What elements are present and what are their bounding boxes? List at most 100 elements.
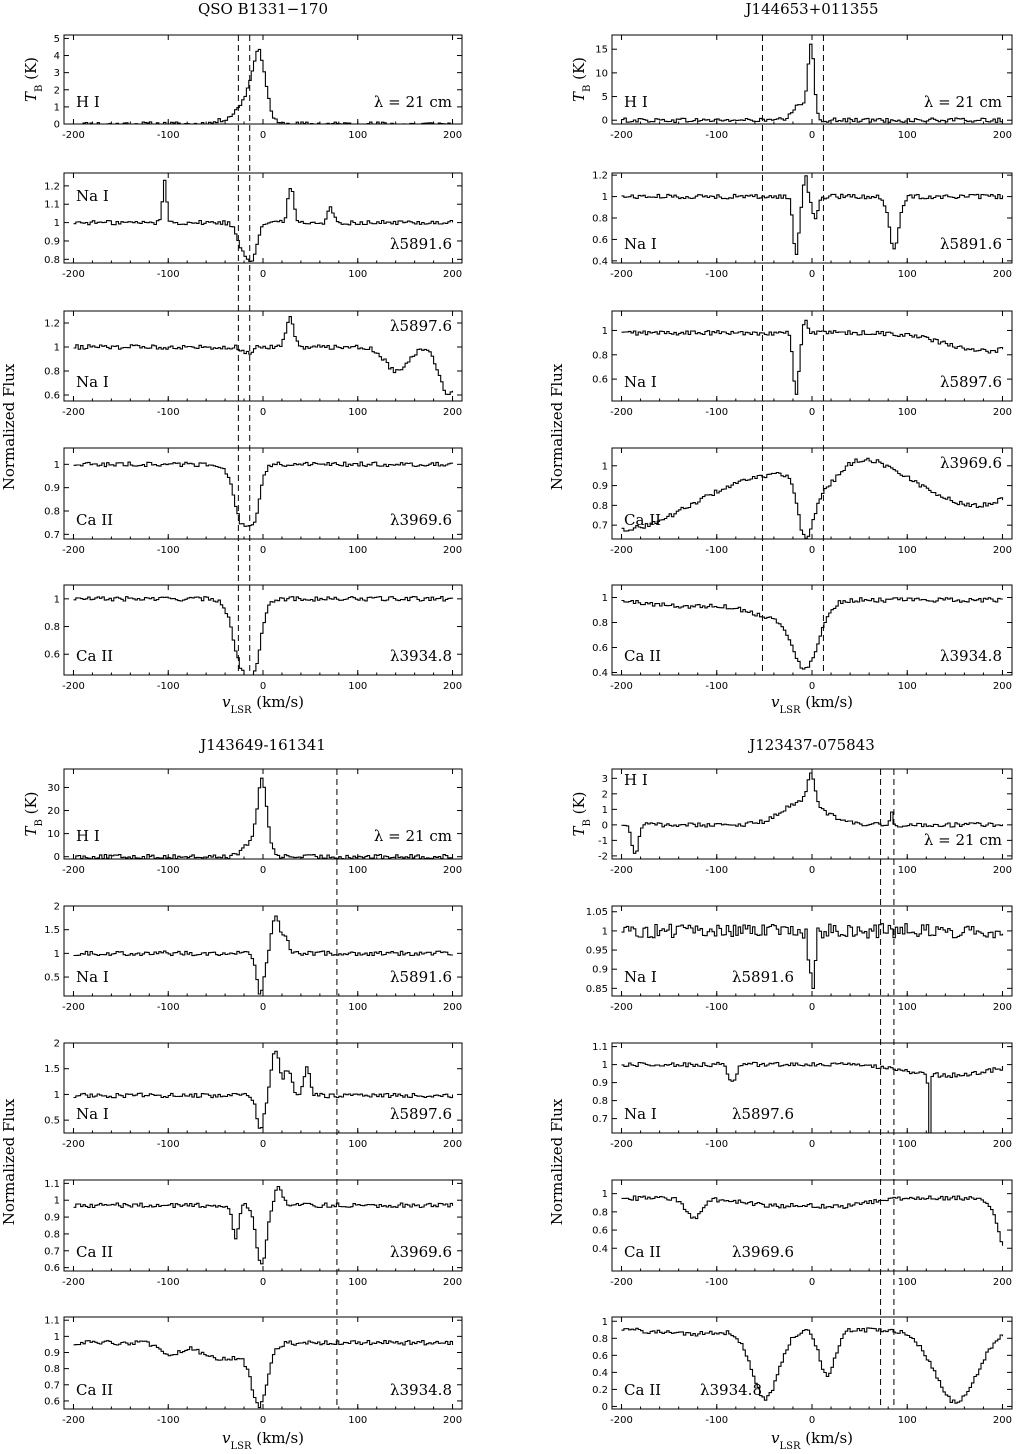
y-tick-label: 0.8 xyxy=(44,507,60,518)
x-axis-label: vLSR (km/s) xyxy=(222,693,304,716)
y-tick-label: 30 xyxy=(47,783,60,794)
x-tick-label: 100 xyxy=(898,130,917,141)
species-label: Na I xyxy=(76,187,109,205)
y-tick-label: 0.8 xyxy=(592,501,608,512)
spectrum-series xyxy=(73,596,454,676)
x-tick-label: 200 xyxy=(443,1277,462,1288)
x-tick-label: -100 xyxy=(157,545,180,556)
x-tick-label: 100 xyxy=(348,1277,367,1288)
x-tick-label: 0 xyxy=(260,130,266,141)
y-tick-label: 0 xyxy=(602,116,608,127)
x-axis-label: vLSR (km/s) xyxy=(771,693,853,716)
species-label: Na I xyxy=(624,235,657,253)
x-tick-label: -100 xyxy=(157,407,180,418)
x-tick-label: 100 xyxy=(348,865,367,876)
y-tick-label: 0.6 xyxy=(44,1396,60,1407)
species-label: Na I xyxy=(624,373,657,391)
y-tick-label: 0 xyxy=(54,852,60,863)
x-tick-label: 100 xyxy=(348,681,367,692)
y-tick-label: 0.8 xyxy=(592,214,608,225)
y-axis-label: Normalized Flux xyxy=(0,363,18,490)
line-label: λ5897.6 xyxy=(940,373,1002,391)
spectrum-series xyxy=(621,1327,1004,1404)
x-tick-label: -200 xyxy=(610,407,633,418)
y-tick-label: 20 xyxy=(47,806,60,817)
chart-title: J143649-161341 xyxy=(198,736,326,754)
x-tick-label: 0 xyxy=(809,545,815,556)
y-tick-label: 0.8 xyxy=(592,618,608,629)
x-tick-label: 0 xyxy=(809,1277,815,1288)
x-tick-label: 200 xyxy=(443,865,462,876)
spectrum-series xyxy=(73,316,454,395)
panel-3: -200 -100 0 100 200 0.4 0.6 0.8 1 Ca II λ3969.6 xyxy=(592,1179,1013,1288)
species-label: H I xyxy=(76,827,100,845)
y-tick-label: 1.2 xyxy=(44,319,60,330)
y-tick-label: 0.8 xyxy=(592,1334,608,1345)
chart-2: J143649-161341 vLSR (km/s) Normalized Flux… xyxy=(0,736,463,1452)
y-tick-label: 0.7 xyxy=(592,1114,608,1125)
y-axis-label: Normalized Flux xyxy=(0,1098,18,1225)
y-tick-label: 0.6 xyxy=(592,1226,608,1237)
y-tick-label: 0.9 xyxy=(592,481,608,492)
spectrum-series xyxy=(621,43,1004,123)
y-tick-label: 0 xyxy=(602,820,608,831)
y-tick-label: 2 xyxy=(54,85,60,96)
y-tick-label: 0.9 xyxy=(44,236,60,247)
x-tick-label: 0 xyxy=(809,865,815,876)
y-tick-label: 1 xyxy=(602,593,608,604)
y-tick-label: 0.6 xyxy=(592,1351,608,1362)
x-tick-label: 0 xyxy=(809,1139,815,1150)
x-tick-label: 200 xyxy=(993,865,1012,876)
y-tick-label: 1 xyxy=(602,1189,608,1200)
y-tick-label: 0.8 xyxy=(592,1096,608,1107)
panel-3: -200 -100 0 100 200 0.7 0.8 0.9 1 Ca II λ3969.6 xyxy=(44,447,463,556)
x-tick-label: -100 xyxy=(705,865,728,876)
panel-2: -200 -100 0 100 200 0.6 0.8 1 Na I λ5897.6 xyxy=(592,310,1013,418)
x-tick-label: -100 xyxy=(157,1277,180,1288)
spectrum-series xyxy=(73,1340,454,1409)
species-label: Ca II xyxy=(76,1381,113,1399)
x-tick-label: 100 xyxy=(898,865,917,876)
y-tick-label: 0.7 xyxy=(592,521,608,532)
spectrum-series xyxy=(621,457,1004,539)
y-tick-label: 4 xyxy=(54,51,60,62)
x-tick-label: -100 xyxy=(157,130,180,141)
x-tick-label: 100 xyxy=(898,407,917,418)
panel-frame xyxy=(611,1316,1013,1410)
line-label: λ3969.6 xyxy=(390,1243,452,1261)
x-tick-label: -100 xyxy=(705,130,728,141)
x-tick-label: -100 xyxy=(705,1002,728,1013)
x-axis-label: vLSR (km/s) xyxy=(771,1429,853,1450)
y-tick-label: 0.6 xyxy=(44,1263,60,1274)
chart-title: QSO B1331−170 xyxy=(198,0,328,18)
y-tick-label: 2 xyxy=(54,902,60,913)
species-label: Ca II xyxy=(76,647,113,665)
line-label: λ = 21 cm xyxy=(924,93,1002,111)
x-tick-label: -200 xyxy=(610,1415,633,1426)
y-tick-label: 1 xyxy=(54,1090,60,1101)
y-tick-label: 1 xyxy=(54,218,60,229)
y-tick-label: 1.2 xyxy=(44,181,60,192)
x-tick-label: 0 xyxy=(260,1277,266,1288)
x-tick-label: -200 xyxy=(610,269,633,280)
y-tick-label: 3 xyxy=(602,774,608,785)
x-tick-label: 100 xyxy=(348,1415,367,1426)
panel-1: -200 -100 0 100 200 0.4 0.6 0.8 1 1.2 Na I λ5891.6 xyxy=(592,171,1013,280)
y-tick-label: 0 xyxy=(602,1402,608,1413)
panel-3: -200 -100 0 100 200 0.6 0.7 0.8 0.9 1 1.1 Ca II λ396… xyxy=(44,1179,463,1288)
panel-frame xyxy=(611,1042,1013,1134)
species-label: H I xyxy=(624,93,648,111)
line-label: λ = 21 cm xyxy=(374,827,452,845)
species-label: Na I xyxy=(76,373,109,391)
line-label: λ5891.6 xyxy=(390,968,452,986)
line-label: λ5891.6 xyxy=(940,235,1002,253)
x-tick-label: 100 xyxy=(898,269,917,280)
x-axis-label: vLSR (km/s) xyxy=(222,1429,304,1450)
panel-4: -200 -100 0 100 200 0.6 0.7 0.8 0.9 1 1.1 Ca II λ393… xyxy=(44,1316,463,1426)
x-tick-label: 200 xyxy=(993,545,1012,556)
y-tick-label: -1 xyxy=(598,836,608,847)
spectrum-series xyxy=(73,777,454,860)
x-tick-label: -200 xyxy=(610,1002,633,1013)
y-tick-label: 5 xyxy=(54,34,60,45)
panel-y-label: TB (K) xyxy=(22,791,45,836)
